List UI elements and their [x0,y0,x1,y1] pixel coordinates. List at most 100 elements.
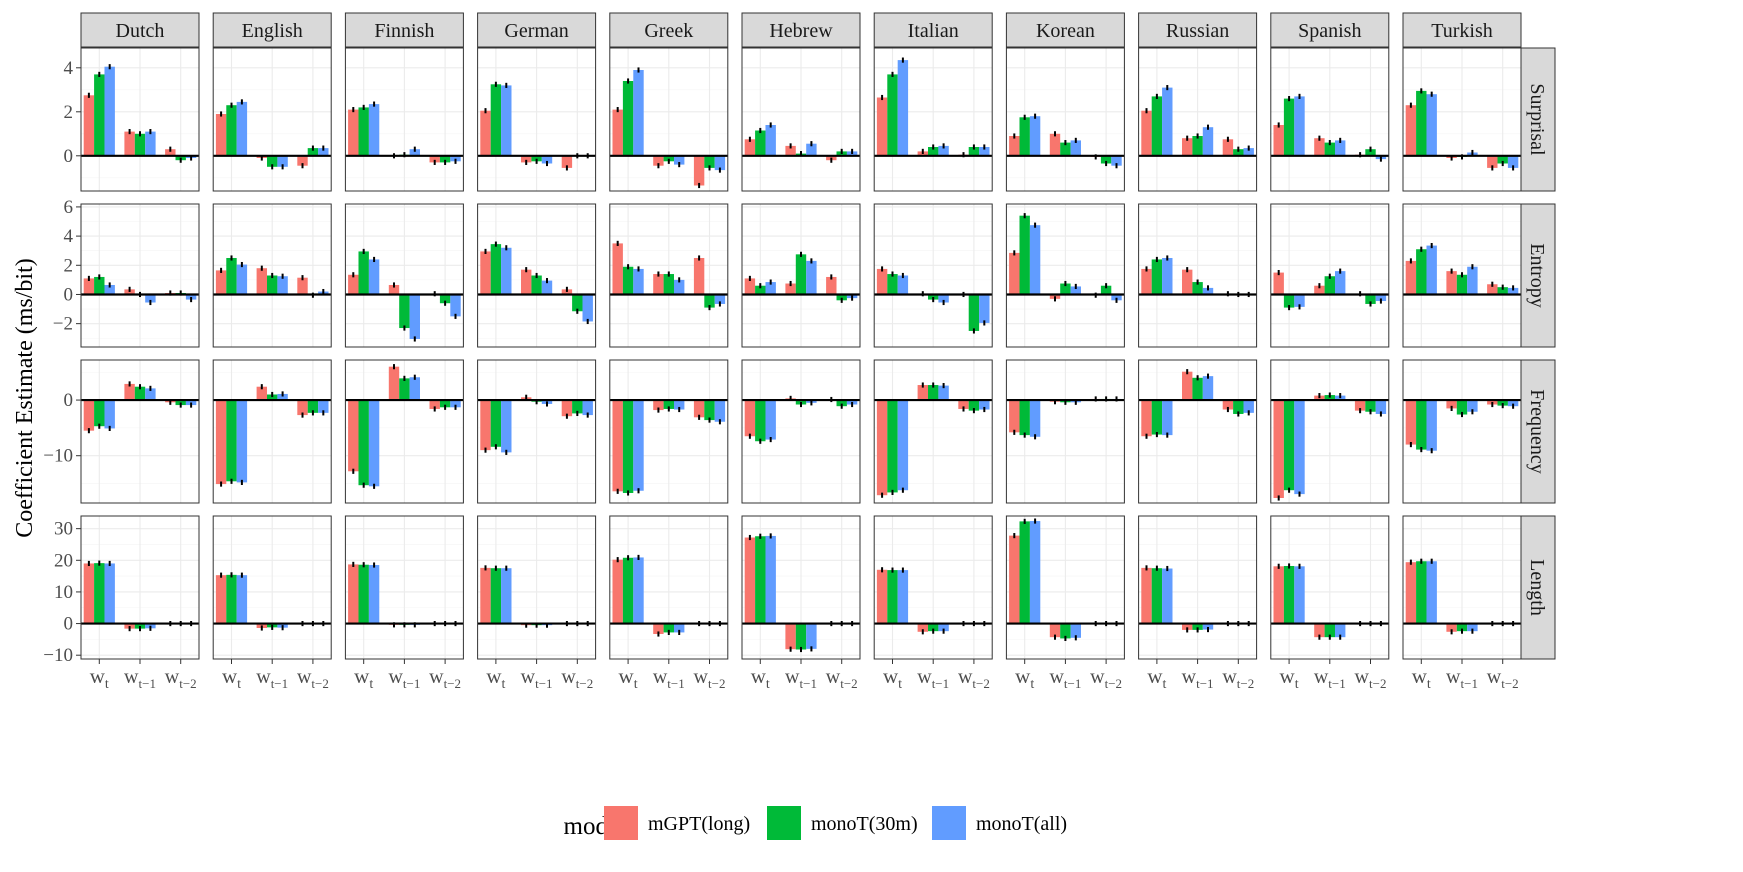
x-tick-label: wt−1 [1446,666,1478,691]
bar-monotall [409,377,420,401]
bar-monotall [938,145,949,156]
bar-monotall [1507,287,1519,295]
panel-entropy-greek [609,203,729,348]
panel-frequency-greek [609,359,729,504]
bar-monotall [1375,294,1387,302]
bar-monot30m [836,400,847,407]
bar-monotall [1294,294,1305,307]
bar-monotall [368,259,380,295]
bar-monotall [765,125,776,156]
bar-monot30m [531,155,542,162]
x-tick-label: wt [222,664,241,692]
strip-label: Spanish [1298,20,1361,42]
bar-monot30m [1233,400,1244,414]
panel-length-korean [1005,515,1125,660]
panel-frequency-korean [1005,359,1125,504]
bar-monotall [765,535,776,624]
x-tick-label: wt [354,664,373,692]
y-tick-label: −10 [43,446,73,467]
bar-mgptlong [297,277,308,295]
bar-monotall [236,400,248,483]
x-tick-label: wt−2 [1222,666,1254,691]
bar-monot30m [490,84,502,156]
x-tick-label: wt−1 [388,666,420,691]
strip-entropy [1520,203,1556,348]
bar-mgptlong [215,270,227,295]
x-tick-label: wt−1 [917,666,949,691]
legend-label: monoT(all) [976,813,1067,835]
bar-monot30m [1324,276,1335,295]
bar-monotall [104,284,115,295]
bar-monot30m [1019,117,1030,156]
strip-label: Italian [908,20,959,42]
x-tick-label: wt−1 [653,666,685,691]
strip-hebrew [741,12,861,48]
x-tick-label: wt−1 [785,666,817,691]
panel-frequency-spanish [1270,359,1390,504]
bar-mgptlong [165,149,176,156]
y-tick-label: 0 [64,614,74,635]
bar-monotall [450,155,461,162]
bar-monot30m [1416,400,1427,450]
bar-monot30m [226,257,237,295]
bar-monot30m [490,400,502,447]
bar-mgptlong [785,623,796,650]
strip-label: Dutch [116,20,165,42]
bar-monot30m [531,275,542,295]
panel-entropy-english [212,203,332,348]
bar-monot30m [1100,285,1112,295]
bar-monot30m [399,378,410,401]
bar-monotall [450,400,461,408]
bar-monotall [1467,266,1478,295]
x-tick-label: wt [1280,664,1299,692]
bar-mgptlong [1182,269,1193,295]
x-tick-label: wt−2 [958,666,990,691]
bar-mgptlong [612,400,623,492]
bar-monot30m [1151,259,1163,295]
bar-monotall [541,280,553,295]
bar-monotall [1243,400,1254,413]
bar-mgptlong [1273,400,1284,498]
bar-mgptlong [429,155,440,163]
bar-monot30m [439,400,451,408]
x-tick-label: wt−2 [561,666,593,691]
panel-surprisal-korean [1005,47,1125,192]
bar-monot30m [663,155,674,162]
strip-dutch [80,12,200,48]
bar-monotall [1335,271,1346,295]
bar-mgptlong [1446,271,1457,295]
y-tick-label: 6 [64,197,74,218]
bar-monot30m [1060,283,1071,295]
bar-monot30m [887,274,898,295]
y-tick-label: 4 [64,226,74,247]
bar-mgptlong [215,114,227,156]
bar-mgptlong [876,268,888,295]
bar-monot30m [1192,136,1203,156]
bar-monot30m [307,400,319,413]
bar-mgptlong [1446,623,1457,632]
bar-mgptlong [917,623,928,632]
bar-monotall [318,148,329,156]
bar-mgptlong [348,564,359,624]
bar-monotall [501,247,512,295]
bar-monot30m [572,294,583,312]
panel-frequency-english [212,359,332,504]
bar-monot30m [887,74,898,156]
bar-monotall [1426,94,1437,156]
bar-monotall [104,563,115,624]
bar-mgptlong [480,251,491,295]
bar-monot30m [226,400,237,482]
bar-monotall [979,400,990,410]
y-tick-label: 2 [64,255,74,276]
strip-korean [1005,12,1125,48]
strip-german [477,12,597,48]
bar-monot30m [267,275,278,295]
x-tick-label: wt−2 [1355,666,1387,691]
x-tick-label: wt [486,664,505,692]
strip-russian [1138,12,1258,48]
bar-monotall [145,131,156,156]
strip-label: Greek [644,20,693,42]
panel-surprisal-italian [873,47,993,192]
bar-mgptlong [1314,285,1325,295]
strip-spanish [1270,12,1390,48]
